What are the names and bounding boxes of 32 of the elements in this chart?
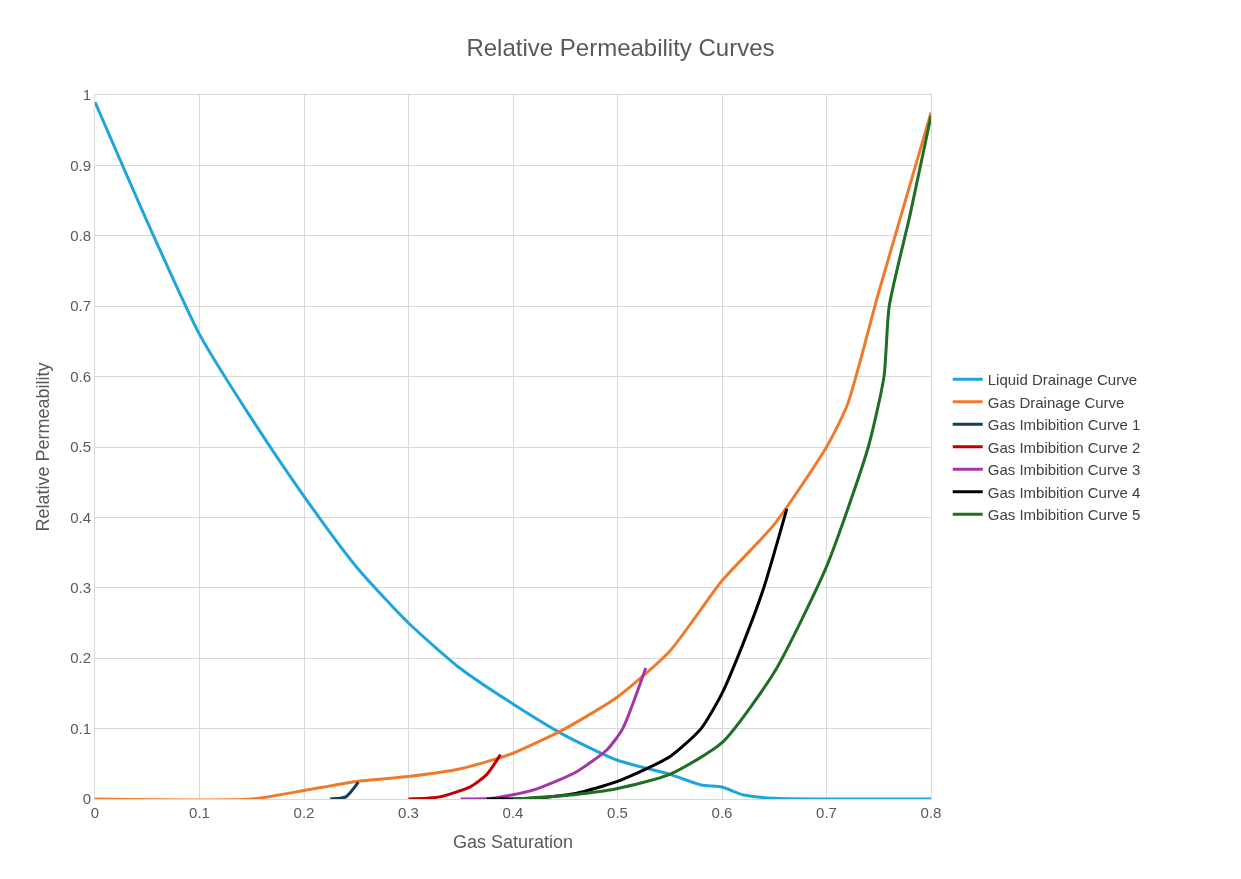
y-tick-label: 0.8 (70, 227, 91, 245)
legend-label: Liquid Drainage Curve (987, 371, 1137, 389)
x-tick-label: 0.1 (189, 804, 210, 821)
y-tick-label: 0.1 (70, 719, 91, 737)
x-tick-label: 0.8 (920, 804, 942, 821)
x-tick-label: 0.5 (607, 804, 628, 821)
x-axis-title: Gas Saturation (452, 832, 574, 853)
chart-title: Relative Permeability Curves (466, 34, 775, 62)
y-tick-label: 0.7 (70, 297, 91, 315)
y-tick-label: 0.5 (70, 438, 91, 456)
legend-label: Gas Imbibition Curve 4 (987, 483, 1141, 501)
line-series (459, 666, 648, 799)
x-tick-label: 0.7 (816, 804, 837, 821)
x-tick-label: 0.6 (711, 804, 733, 821)
legend-label: Gas Imbibition Curve 3 (987, 461, 1141, 479)
y-tick-label: 0.2 (70, 649, 91, 667)
y-tick-label: 0.9 (70, 156, 91, 174)
y-tick-label: 1 (82, 86, 91, 104)
y-tick-label: 0.4 (70, 508, 91, 526)
legend-label: Gas Drainage Curve (987, 393, 1125, 411)
line-series (511, 114, 931, 799)
y-tick-label: 0.3 (70, 579, 91, 597)
x-tick-label: 0.4 (502, 804, 524, 821)
y-tick-label: 0 (82, 790, 91, 808)
y-axis-title: Relative Permeability (33, 362, 54, 532)
legend-label: Gas Imbibition Curve 1 (987, 416, 1141, 434)
x-tick-label: 0.2 (293, 804, 315, 821)
x-tick-label: 0.3 (398, 804, 419, 821)
legend-label: Gas Imbibition Curve 5 (987, 506, 1141, 524)
line-series (407, 753, 502, 799)
y-tick-label: 0.6 (70, 367, 91, 385)
legend-label: Gas Imbibition Curve 2 (987, 438, 1141, 456)
